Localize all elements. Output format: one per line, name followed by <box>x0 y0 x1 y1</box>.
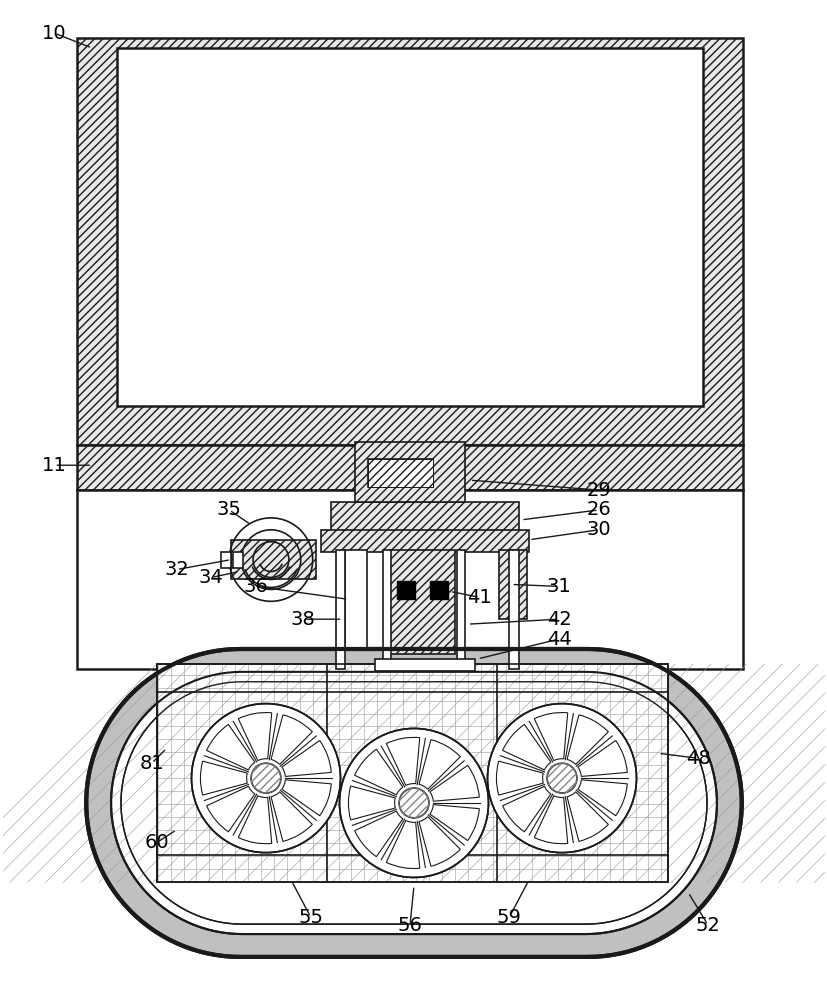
Polygon shape <box>86 649 741 957</box>
Text: 41: 41 <box>466 588 491 607</box>
Wedge shape <box>386 821 419 869</box>
Wedge shape <box>206 786 255 832</box>
Bar <box>368 459 433 487</box>
Wedge shape <box>566 715 608 764</box>
Circle shape <box>251 763 280 793</box>
Bar <box>345 550 367 649</box>
Bar <box>457 550 464 669</box>
Bar <box>368 459 433 487</box>
Text: 34: 34 <box>198 568 223 587</box>
Bar <box>355 442 464 502</box>
Text: 60: 60 <box>144 833 169 852</box>
Bar <box>320 530 528 552</box>
Wedge shape <box>270 715 312 764</box>
Text: 10: 10 <box>42 24 67 43</box>
Bar <box>77 38 742 445</box>
Wedge shape <box>502 786 550 832</box>
Wedge shape <box>354 749 403 795</box>
Circle shape <box>399 788 428 818</box>
Text: 44: 44 <box>546 630 571 649</box>
Bar <box>77 445 742 490</box>
Text: 55: 55 <box>298 908 323 927</box>
Text: 26: 26 <box>586 500 610 519</box>
Bar <box>233 552 243 568</box>
Wedge shape <box>281 741 331 776</box>
Text: 32: 32 <box>164 560 189 579</box>
Wedge shape <box>577 741 627 776</box>
Wedge shape <box>238 796 271 844</box>
Wedge shape <box>200 761 247 795</box>
Circle shape <box>487 704 636 853</box>
Bar <box>509 550 519 669</box>
Wedge shape <box>281 780 331 816</box>
Wedge shape <box>418 817 460 866</box>
Wedge shape <box>496 761 543 795</box>
Bar <box>221 552 231 568</box>
Text: 48: 48 <box>685 749 710 768</box>
Wedge shape <box>418 740 460 789</box>
Bar <box>156 664 667 882</box>
Bar <box>330 502 519 532</box>
Text: 52: 52 <box>695 916 719 935</box>
Polygon shape <box>121 682 706 924</box>
Wedge shape <box>429 765 479 801</box>
Wedge shape <box>429 805 479 841</box>
Wedge shape <box>533 713 567 761</box>
Text: 11: 11 <box>42 456 67 475</box>
Bar <box>156 664 667 882</box>
Text: 81: 81 <box>139 754 164 773</box>
Text: 56: 56 <box>397 916 422 935</box>
Circle shape <box>547 763 576 793</box>
Wedge shape <box>386 737 419 785</box>
Bar <box>77 490 742 669</box>
Text: 30: 30 <box>586 520 610 539</box>
Bar <box>231 540 315 579</box>
Bar <box>397 581 414 599</box>
Wedge shape <box>348 786 394 820</box>
Bar <box>383 550 390 669</box>
Wedge shape <box>270 792 312 841</box>
Text: 38: 38 <box>290 610 315 629</box>
Wedge shape <box>502 724 550 770</box>
Wedge shape <box>206 724 255 770</box>
Wedge shape <box>577 780 627 816</box>
Bar <box>429 581 447 599</box>
Circle shape <box>339 728 488 877</box>
Text: 42: 42 <box>546 610 571 629</box>
Bar <box>390 550 454 654</box>
Bar <box>335 550 345 669</box>
Text: 36: 36 <box>243 577 268 596</box>
Wedge shape <box>238 713 271 761</box>
Text: 59: 59 <box>496 908 521 927</box>
Bar <box>499 550 527 619</box>
Wedge shape <box>566 792 608 841</box>
Text: 29: 29 <box>586 481 610 500</box>
Text: 31: 31 <box>546 577 571 596</box>
Polygon shape <box>111 672 716 934</box>
Circle shape <box>191 704 340 853</box>
Wedge shape <box>533 796 567 844</box>
Bar <box>117 48 702 406</box>
Wedge shape <box>354 811 403 857</box>
Bar <box>375 659 474 671</box>
Text: 35: 35 <box>217 500 241 519</box>
